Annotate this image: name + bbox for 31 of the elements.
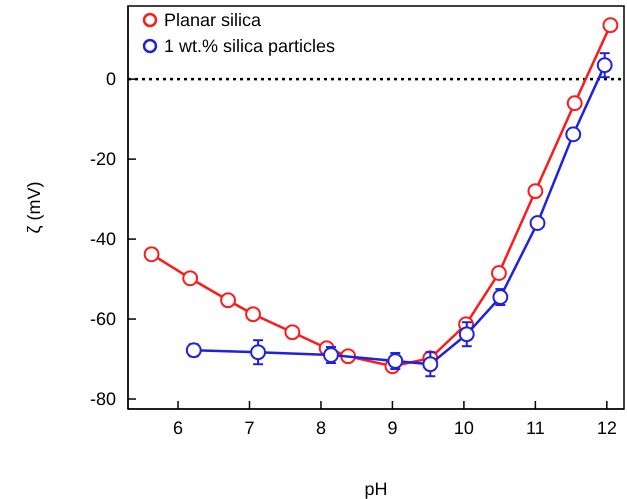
- point: [220, 292, 236, 308]
- point: [602, 17, 618, 34]
- y-tick-label: -40: [90, 228, 116, 249]
- x-tick-label: 11: [526, 418, 545, 438]
- point: [566, 95, 583, 112]
- x-axis-title: pH: [364, 479, 388, 499]
- x-tick-label: 7: [244, 418, 255, 438]
- x-tick-label: 12: [596, 418, 617, 438]
- y-tick-label: -60: [90, 308, 116, 329]
- x-tick-label: 8: [316, 418, 326, 438]
- point: [491, 265, 507, 281]
- point: [596, 57, 613, 74]
- point: [565, 126, 582, 142]
- point: [527, 183, 544, 200]
- point: [144, 246, 160, 262]
- y-axis-title: ζ (mV): [24, 182, 44, 234]
- legend-label: Planar silica: [164, 10, 262, 30]
- point: [250, 344, 266, 360]
- x-tick-label: 6: [173, 418, 184, 438]
- point: [422, 356, 438, 372]
- legend-label: 1 wt.% silica particles: [164, 36, 336, 56]
- point: [458, 326, 475, 342]
- point: [182, 270, 198, 286]
- y-tick-label: -20: [90, 148, 116, 169]
- x-tick-label: 9: [387, 418, 398, 438]
- point: [530, 215, 546, 231]
- x-tick-label: 10: [454, 418, 474, 438]
- point: [284, 324, 300, 340]
- y-tick-label: -80: [90, 388, 116, 409]
- point: [245, 306, 261, 322]
- y-tick-label: 0: [106, 68, 116, 89]
